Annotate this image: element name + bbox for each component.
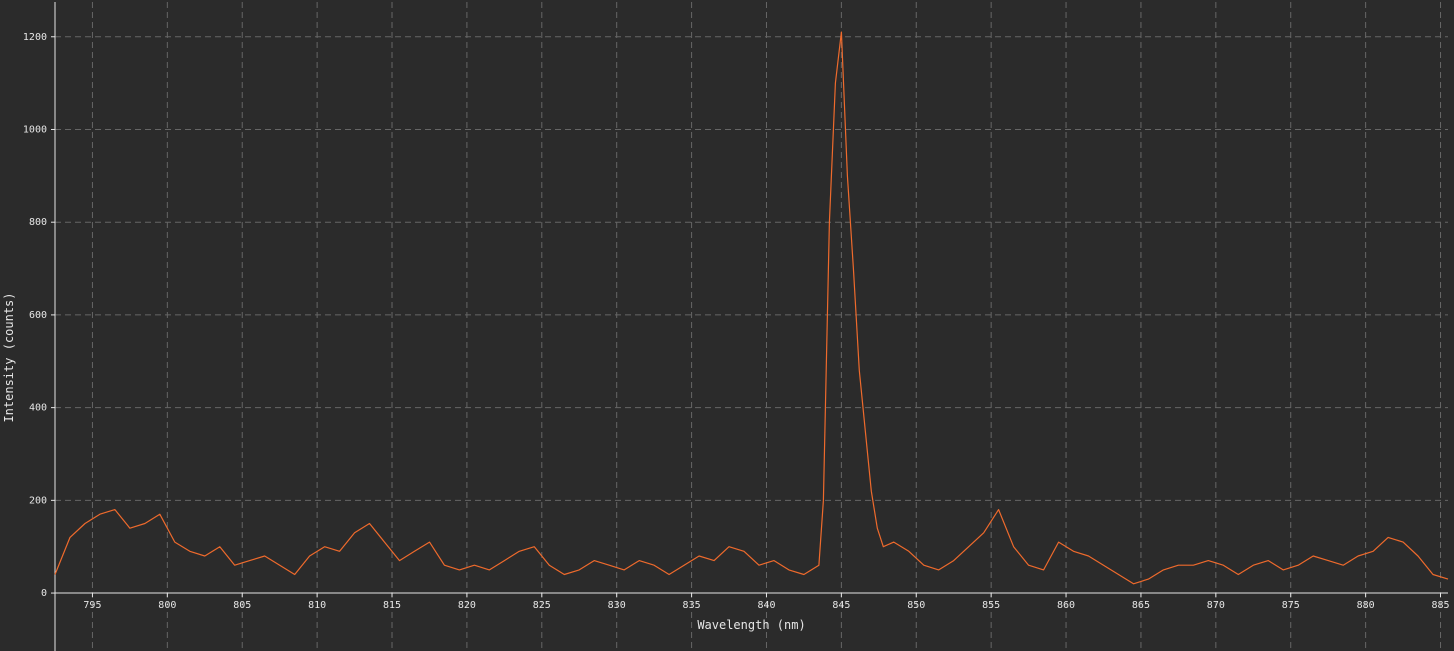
y-axis-title: Intensity (counts) (2, 293, 16, 423)
y-tick-label: 1200 (23, 32, 47, 43)
x-tick-label: 845 (832, 600, 850, 611)
y-tick-label: 200 (29, 495, 47, 506)
x-tick-label: 835 (683, 600, 701, 611)
series-layer (54, 31, 1449, 585)
x-tick-label: 820 (458, 600, 476, 611)
y-tick-label: 1000 (23, 124, 47, 135)
x-tick-label: 800 (158, 600, 176, 611)
grid-lines (55, 2, 1448, 651)
x-tick-label: 885 (1431, 600, 1449, 611)
x-tick-label: 870 (1207, 600, 1225, 611)
x-tick-label: 795 (83, 600, 101, 611)
x-tick-label: 840 (757, 600, 775, 611)
x-tick-label: 825 (533, 600, 551, 611)
x-tick-label: 880 (1357, 600, 1375, 611)
x-tick-label: 860 (1057, 600, 1075, 611)
x-tick-label: 810 (308, 600, 326, 611)
x-tick-label: 855 (982, 600, 1000, 611)
y-tick-label: 800 (29, 217, 47, 228)
x-tick-label: 865 (1132, 600, 1150, 611)
y-tick-label: 400 (29, 403, 47, 414)
x-tick-label: 875 (1282, 600, 1300, 611)
x-tick-label: 815 (383, 600, 401, 611)
x-tick-label: 830 (608, 600, 626, 611)
y-tick-label: 0 (41, 588, 47, 599)
series-line-0 (54, 31, 1449, 585)
x-tick-label: 805 (233, 600, 251, 611)
x-axis-title: Wavelength (nm) (697, 618, 805, 632)
tick-labels: 795 800 805 810 815 820 825 830 835 840 845 850 855 8… (23, 32, 1450, 611)
y-tick-label: 600 (29, 310, 47, 321)
x-tick-label: 850 (907, 600, 925, 611)
